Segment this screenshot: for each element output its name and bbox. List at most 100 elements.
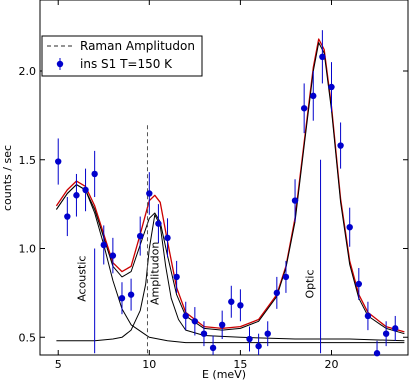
annotation-optic: Optic [303, 269, 316, 298]
point-marker [73, 192, 80, 199]
y-axis-label: counts / sec [1, 145, 14, 211]
point-marker [300, 105, 308, 112]
data-point [328, 62, 335, 112]
data-point [218, 310, 226, 340]
data-point [136, 216, 144, 256]
point-marker [392, 325, 399, 332]
data-point [91, 150, 98, 198]
point-marker [328, 83, 335, 91]
data-point [73, 173, 80, 217]
data-point [191, 307, 199, 336]
data-point [209, 335, 217, 355]
point-marker [191, 318, 199, 325]
point-marker [319, 53, 326, 60]
data-point [127, 278, 135, 311]
point-marker [337, 142, 344, 149]
data-point [182, 301, 189, 331]
point-marker [346, 224, 353, 231]
y-tick-label: 0.5 [19, 331, 37, 344]
annotation-amplitudon: Amplitudon [148, 242, 161, 305]
point-marker [109, 252, 117, 259]
x-tick-label: 15 [233, 358, 247, 371]
data-point [273, 276, 281, 309]
data-point [373, 340, 381, 357]
legend-label-raman: Raman Amplitudon [80, 39, 195, 53]
data-point [146, 172, 153, 215]
fit-curves [55, 38, 405, 344]
point-marker [364, 312, 372, 320]
y-tick-label: 1.5 [19, 154, 37, 167]
data-point [310, 71, 317, 121]
data-point [282, 260, 290, 293]
data-point [100, 225, 107, 265]
point-marker [136, 232, 144, 240]
data-point [355, 268, 363, 300]
data-point [228, 285, 235, 318]
point-marker [182, 312, 189, 320]
point-marker [373, 350, 381, 357]
point-marker [100, 241, 107, 249]
point-marker [91, 170, 98, 178]
marker-lines [94, 124, 322, 354]
axis-ticks: 5 10 15 20 0.5 1.0 1.5 2.0 [19, 0, 408, 371]
point-marker [291, 197, 299, 204]
point-marker [382, 330, 390, 337]
peak-annotations: Acoustic Amplitudon Optic [76, 242, 317, 305]
data-point [392, 315, 399, 341]
point-marker [282, 273, 290, 281]
data-point [55, 138, 62, 185]
annotation-acoustic: Acoustic [76, 256, 89, 302]
data-point [118, 282, 126, 315]
point-marker [264, 330, 271, 337]
point-marker [246, 335, 253, 343]
fit-curve-2 [55, 42, 405, 335]
data-point [237, 289, 244, 322]
data-point [200, 321, 208, 347]
fit-curve-4 [56, 214, 405, 342]
point-marker [200, 330, 208, 337]
data-point [337, 122, 344, 169]
y-tick-label: 2.0 [19, 65, 37, 78]
legend-marker-icon [56, 60, 64, 68]
point-marker [55, 158, 62, 165]
data-point [291, 179, 299, 222]
data-points [55, 30, 399, 357]
x-axis-label: E (meV) [202, 368, 246, 381]
x-tick-label: 5 [55, 358, 62, 371]
data-point [382, 321, 390, 347]
data-point [64, 197, 71, 237]
point-marker [228, 298, 235, 305]
data-point [255, 333, 262, 355]
x-tick-label: 20 [324, 358, 338, 371]
point-marker [127, 291, 135, 298]
data-point [82, 168, 89, 212]
data-point [300, 83, 308, 134]
data-point [173, 260, 180, 293]
legend-box [41, 35, 203, 77]
data-point [164, 218, 171, 258]
point-marker [237, 302, 244, 309]
x-tick-label: 10 [142, 358, 156, 371]
point-marker [64, 213, 71, 220]
point-marker [173, 273, 180, 281]
legend: Raman Amplitudon ins S1 T=150 K [41, 35, 203, 77]
y-tick-label: 1.0 [19, 243, 37, 256]
point-marker [155, 220, 162, 227]
point-marker [164, 234, 171, 242]
data-point [319, 30, 326, 84]
point-marker [310, 92, 317, 100]
point-marker [218, 321, 226, 329]
legend-label-ins: ins S1 T=150 K [80, 57, 173, 71]
data-point [346, 207, 353, 247]
data-point [109, 237, 117, 274]
point-marker [255, 342, 262, 350]
point-marker [82, 186, 89, 194]
data-point [246, 326, 253, 352]
point-marker [273, 289, 281, 297]
point-marker [118, 295, 126, 302]
point-marker [355, 280, 363, 288]
point-marker [146, 190, 153, 197]
data-point [264, 321, 271, 347]
data-point [364, 301, 372, 331]
